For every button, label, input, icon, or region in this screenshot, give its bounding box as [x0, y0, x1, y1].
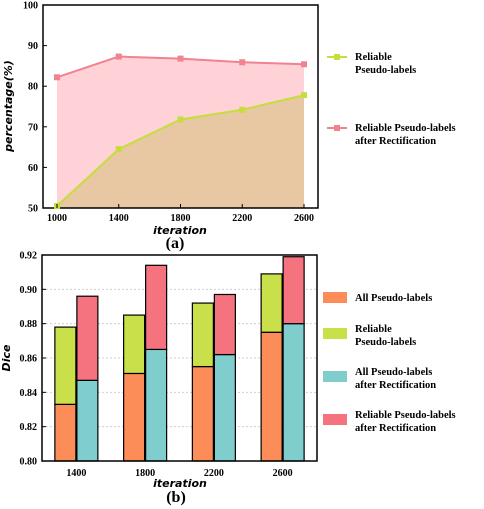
bar-s1-2200	[191, 302, 214, 368]
panel-b-ylabel: Dice	[0, 344, 13, 371]
y-tick-label: 0.86	[20, 354, 38, 365]
x-tick-label: 2600	[273, 468, 293, 479]
data-point-s1-3	[239, 59, 246, 66]
y-tick-label: 50	[28, 204, 38, 215]
legend-label-1: after Rectification	[355, 136, 436, 147]
bar-s3-1400	[76, 295, 99, 381]
bar-s1-1800	[123, 314, 146, 375]
x-tick-label: 2200	[232, 213, 252, 224]
data-point-s0-3	[239, 106, 246, 113]
legend-label-0: Pseudo-labels	[355, 65, 416, 76]
y-tick-label: 90	[28, 41, 38, 52]
data-point-s1-0	[54, 74, 60, 81]
bar-s0-1800	[123, 372, 146, 462]
data-point-s0-2	[177, 116, 184, 123]
legend-label-0: Reliable	[355, 52, 392, 63]
legend-swatch-2	[323, 371, 347, 382]
bar-s0-1400	[54, 403, 77, 462]
panel-a-ylabel: percentage(%)	[2, 60, 15, 153]
bar-s3-2600	[282, 256, 305, 325]
bar-s2-2200	[213, 353, 236, 462]
bar-s2-2600	[282, 323, 305, 462]
x-tick-label: 1400	[66, 468, 86, 479]
y-tick-label: 100	[23, 1, 38, 12]
legend-swatch-0	[323, 292, 347, 303]
bar-s1-2600	[260, 273, 283, 333]
x-tick-label: 1800	[135, 468, 155, 479]
legend-label-3: Reliable Pseudo-labels	[355, 410, 456, 421]
y-tick-label: 0.84	[20, 388, 38, 399]
bar-s0-2600	[260, 331, 283, 462]
panel-a: 50 60 70 80 90 100 1000 1400 1800 2200 2600 perce…	[2, 1, 456, 253]
legend-label-1: Reliable Pseudo-labels	[355, 123, 456, 134]
bar-s2-1400	[76, 379, 99, 462]
legend-label-3: after Rectification	[355, 423, 436, 434]
legend-marker-1	[334, 125, 340, 131]
panel-b: 0.80 0.82 0.84 0.86 0.88 0.90 0.92 1400 1800 220…	[0, 251, 456, 507]
data-point-s1-2	[177, 55, 184, 62]
y-tick-label: 60	[28, 163, 38, 174]
legend-swatch-1	[323, 328, 347, 339]
legend-label-2: All Pseudo-labels	[355, 367, 432, 378]
panel-b-xlabel: iteration	[153, 477, 207, 490]
y-tick-label: 0.92	[20, 251, 38, 262]
legend-swatch-3	[323, 414, 347, 425]
panel-b-subtitle: (b)	[166, 489, 186, 506]
panel-a-xlabel: iteration	[153, 224, 207, 237]
y-tick-label: 0.80	[20, 457, 38, 468]
bar-s0-2200	[191, 365, 214, 462]
panel-a-subtitle: (a)	[166, 235, 185, 252]
legend-label-1: Reliable	[355, 324, 392, 335]
bar-s2-1800	[145, 348, 168, 462]
legend-label-2: after Rectification	[355, 380, 436, 391]
bar-s3-1800	[145, 264, 168, 351]
legend-marker-0	[334, 54, 340, 60]
x-tick-label: 2200	[204, 468, 224, 479]
bar-s1-1400	[54, 326, 77, 405]
y-tick-label: 0.82	[20, 422, 38, 433]
x-tick-label: 2600	[294, 213, 314, 224]
area-fill-series-0	[57, 95, 304, 208]
data-point-s0-4	[301, 92, 307, 99]
y-tick-label: 70	[28, 122, 38, 133]
data-point-s1-4	[301, 61, 307, 68]
bar-s3-2200	[213, 293, 236, 356]
data-point-s1-1	[115, 53, 122, 60]
y-tick-label: 0.90	[20, 285, 38, 296]
legend-label-0: All Pseudo-labels	[355, 293, 432, 304]
x-tick-label: 1400	[109, 213, 129, 224]
x-tick-label: 1800	[171, 213, 191, 224]
x-tick-label: 1000	[47, 213, 67, 224]
y-tick-label: 80	[28, 82, 38, 93]
data-point-s0-1	[115, 146, 122, 153]
legend-label-1: Pseudo-labels	[355, 337, 416, 348]
y-tick-label: 0.88	[20, 319, 38, 330]
